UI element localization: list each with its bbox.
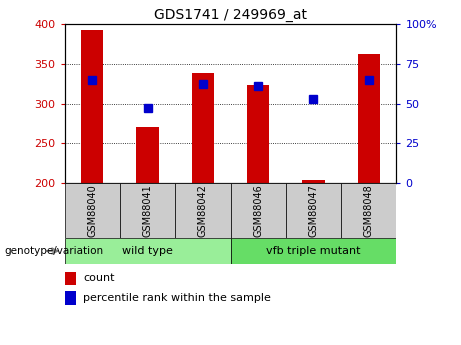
Bar [65,238,230,264]
Bar [65,183,120,238]
Text: count: count [83,273,115,283]
Text: GSM88047: GSM88047 [308,184,319,237]
Bar [230,183,286,238]
Bar [192,73,214,183]
Bar [120,183,175,238]
Bar [65,272,77,285]
Bar [358,54,380,183]
Bar [286,183,341,238]
Bar [302,180,325,183]
Text: percentile rank within the sample: percentile rank within the sample [83,293,271,303]
Text: GSM88046: GSM88046 [253,184,263,237]
Text: genotype/variation: genotype/variation [5,246,104,256]
Text: vfb triple mutant: vfb triple mutant [266,246,361,256]
Bar [341,183,396,238]
Bar [65,292,77,305]
Bar [247,85,269,183]
Bar [81,30,103,183]
Bar [136,127,159,183]
Text: wild type: wild type [122,246,173,256]
Text: GSM88042: GSM88042 [198,184,208,237]
Text: GSM88041: GSM88041 [142,184,153,237]
Bar [175,183,230,238]
Title: GDS1741 / 249969_at: GDS1741 / 249969_at [154,8,307,22]
Text: GSM88040: GSM88040 [87,184,97,237]
Bar [230,238,396,264]
Text: GSM88048: GSM88048 [364,184,374,237]
